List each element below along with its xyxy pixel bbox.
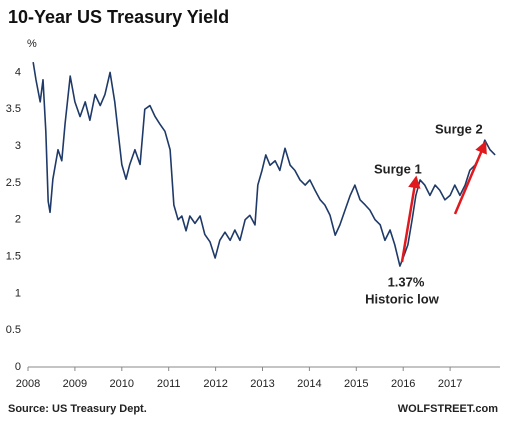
arrow [400, 175, 421, 263]
y-unit-label: % [27, 38, 37, 50]
y-tick-label: 2 [15, 214, 21, 226]
y-tick-label: 1.5 [6, 250, 21, 262]
credit: WOLFSTREET.com [398, 403, 498, 415]
chart-title: 10-Year US Treasury Yield [8, 7, 229, 27]
x-tick-label: 2008 [16, 378, 40, 390]
y-tick-label: 0 [15, 361, 21, 373]
x-tick-label: 2014 [297, 378, 321, 390]
y-tick-label: 2.5 [6, 177, 21, 189]
y-tick-label: 0.5 [6, 324, 21, 336]
x-tick-label: 2010 [110, 378, 134, 390]
y-tick-label: 3 [15, 140, 21, 152]
x-tick-label: 2016 [391, 378, 415, 390]
x-tick-label: 2015 [344, 378, 368, 390]
x-tick-label: 2011 [157, 378, 181, 390]
annotation: 1.37% [388, 274, 425, 289]
x-tick-label: 2017 [438, 378, 462, 390]
annotation: Surge 2 [435, 121, 483, 136]
y-tick-label: 3.5 [6, 103, 21, 115]
arrow [453, 140, 487, 215]
annotation: Surge 1 [374, 161, 422, 176]
y-tick-label: 1 [15, 287, 21, 299]
source: Source: US Treasury Dept. [8, 403, 147, 415]
annotation: Historic low [365, 291, 440, 306]
x-tick-label: 2009 [63, 378, 87, 390]
y-tick-label: 4 [15, 66, 21, 78]
plot: 0 0.5 1 1.5 2 2.5 3 3.5 4 2008 2009 2010 2011 2012 201… [6, 61, 496, 390]
x-tick-label: 2013 [250, 378, 274, 390]
x-tick-label: 2012 [203, 378, 227, 390]
yield-line [32, 61, 496, 267]
